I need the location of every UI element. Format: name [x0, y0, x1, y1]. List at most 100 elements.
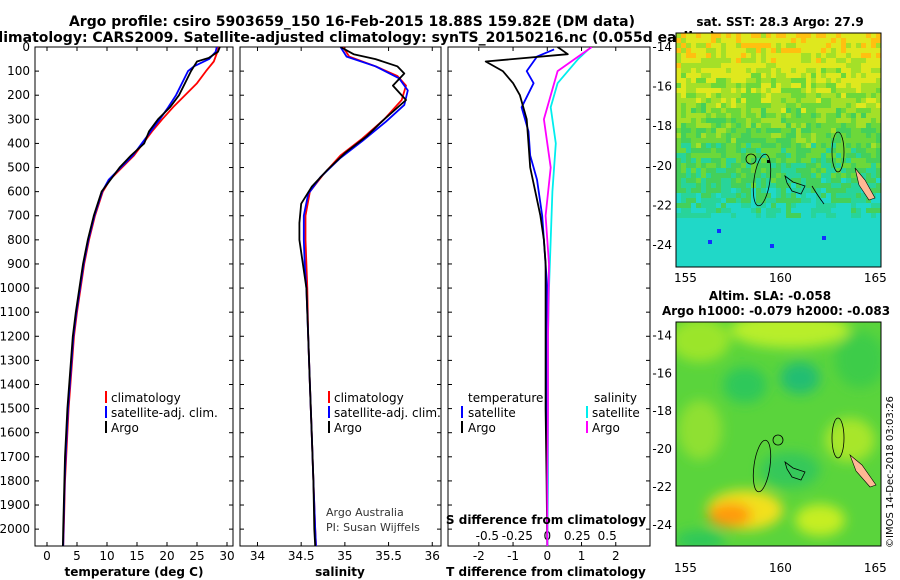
sst-cell [806, 193, 811, 198]
sst-cell [756, 53, 761, 58]
sst-cell [771, 158, 776, 163]
sst-cell [731, 83, 736, 88]
sst-cell [771, 38, 776, 43]
sst-cell [831, 263, 836, 267]
sst-cell [736, 68, 741, 73]
sst-cell [831, 158, 836, 163]
profile-series [62, 47, 593, 546]
sst-cell [776, 108, 781, 113]
sst-cell [841, 98, 846, 103]
sst-cell [801, 133, 806, 138]
sst-cell [766, 148, 771, 153]
sst-cell [776, 183, 781, 188]
sst-cell [691, 218, 696, 223]
sst-cell [816, 228, 821, 233]
sst-cell [796, 183, 801, 188]
sst-cell [756, 133, 761, 138]
map-y-tick-label: -18 [652, 119, 672, 133]
sst-cell [776, 88, 781, 93]
sst-cell [786, 153, 791, 158]
sst-cell [736, 103, 741, 108]
sst-cell [756, 243, 761, 248]
sst-cell [786, 203, 791, 208]
sst-cell [876, 43, 881, 48]
sst-cell [701, 173, 706, 178]
sst-cell [876, 103, 881, 108]
sst-cell [741, 63, 746, 68]
sst-cell [836, 183, 841, 188]
sst-cell [836, 38, 841, 43]
sst-cell [696, 163, 701, 168]
sst-cell [776, 248, 781, 253]
sst-cell [691, 53, 696, 58]
sst-cell [826, 78, 831, 83]
sst-cell [821, 118, 826, 123]
sst-cell [761, 213, 766, 218]
sst-cell [786, 218, 791, 223]
sst-cell [866, 63, 871, 68]
sst-cell [721, 58, 726, 63]
sst-cell [741, 123, 746, 128]
sst-cell [676, 78, 681, 83]
sst-cell [806, 258, 811, 263]
sst-cell [766, 38, 771, 43]
sst-cell [821, 143, 826, 148]
sst-cell [731, 78, 736, 83]
depth-tick-label: 400 [7, 136, 30, 150]
sst-cell [676, 258, 681, 263]
sst-cell [876, 248, 881, 253]
sst-cell [736, 133, 741, 138]
sst-cell [871, 68, 876, 73]
sst-cell [831, 103, 836, 108]
sst-cell [786, 163, 791, 168]
sst-cell [821, 93, 826, 98]
sst-cell [861, 148, 866, 153]
sst-cell [836, 73, 841, 78]
sst-cell [786, 63, 791, 68]
sst-cell [866, 143, 871, 148]
sst-cell [801, 113, 806, 118]
sst-cell [706, 253, 711, 258]
sst-cell [716, 43, 721, 48]
sst-cell [811, 163, 816, 168]
map-x-tick-label: 155 [674, 271, 697, 285]
sst-cell [741, 78, 746, 83]
sst-cell [766, 93, 771, 98]
sst-cell [851, 128, 856, 133]
sst-cell [736, 203, 741, 208]
sst-cell [811, 173, 816, 178]
sst-cell [781, 208, 786, 213]
sst-cell [746, 178, 751, 183]
sst-cell [706, 33, 711, 38]
sst-cell [716, 138, 721, 143]
sst-cell [791, 238, 796, 243]
sst-cell [766, 33, 771, 38]
sst-cell [691, 38, 696, 43]
sst-cell [736, 173, 741, 178]
sst-cell [846, 133, 851, 138]
sst-cell [701, 103, 706, 108]
sst-cell [681, 223, 686, 228]
sst-cell [731, 133, 736, 138]
sst-cell [861, 128, 866, 133]
sst-cell [711, 138, 716, 143]
legend-climatology-label: climatology [334, 391, 404, 405]
sst-cell [871, 143, 876, 148]
sst-cell [701, 158, 706, 163]
sst-cell [826, 83, 831, 88]
sst-cell [786, 253, 791, 258]
sst-cell [741, 163, 746, 168]
sst-cell [721, 183, 726, 188]
sst-cell [786, 38, 791, 43]
sst-cell [746, 243, 751, 248]
sst-cell [731, 103, 736, 108]
sst-cell [871, 88, 876, 93]
sst-cell [861, 68, 866, 73]
sst-cell [781, 188, 786, 193]
sst-cell [861, 153, 866, 158]
sst-cell [801, 78, 806, 83]
depth-tick-label: 1100 [0, 305, 30, 319]
sst-cell [751, 123, 756, 128]
sst-cell [771, 33, 776, 38]
sst-cell [876, 168, 881, 173]
